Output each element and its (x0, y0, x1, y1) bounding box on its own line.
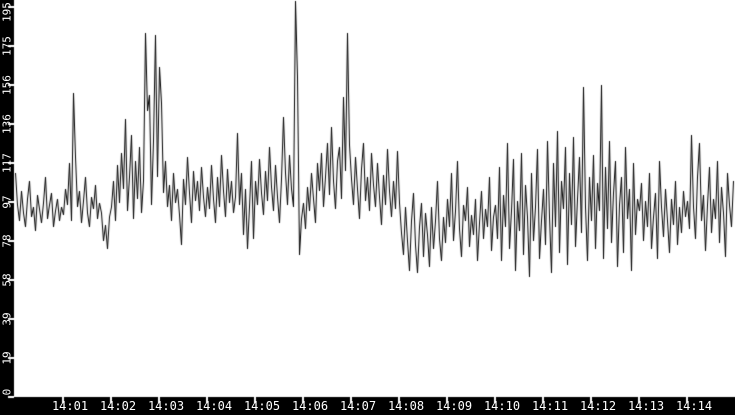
x-tick-label: 14:03 (147, 399, 185, 413)
y-tick-label: 0 (0, 388, 14, 396)
x-tick-label: 14:05 (243, 399, 281, 413)
y-tick-label: 195 (0, 2, 14, 22)
y-tick-label: 58 (0, 273, 14, 287)
x-tick-label: 14:10 (483, 399, 521, 413)
y-tick-label: 97 (0, 195, 14, 209)
x-tick-label: 14:06 (291, 399, 329, 413)
x-tick-label: 14:01 (51, 399, 89, 413)
x-tick-label: 14:14 (675, 399, 713, 413)
y-tick-label: 117 (0, 153, 14, 173)
y-tick-label: 78 (0, 234, 14, 248)
x-tick-label: 14:12 (579, 399, 617, 413)
x-tick-label: 14:09 (435, 399, 473, 413)
x-tick-label: 14:04 (195, 399, 233, 413)
x-tick-label: 14:02 (99, 399, 137, 413)
y-tick-label: 175 (0, 36, 14, 56)
y-tick-label: 156 (0, 75, 14, 95)
x-tick-label: 14:08 (387, 399, 425, 413)
x-tick-label: 14:13 (627, 399, 665, 413)
x-tick-label: 14:11 (531, 399, 569, 413)
y-tick-label: 19 (0, 351, 14, 365)
y-tick-label: 136 (0, 114, 14, 134)
x-tick-label: 14:07 (339, 399, 377, 413)
y-tick-label: 39 (0, 312, 14, 326)
